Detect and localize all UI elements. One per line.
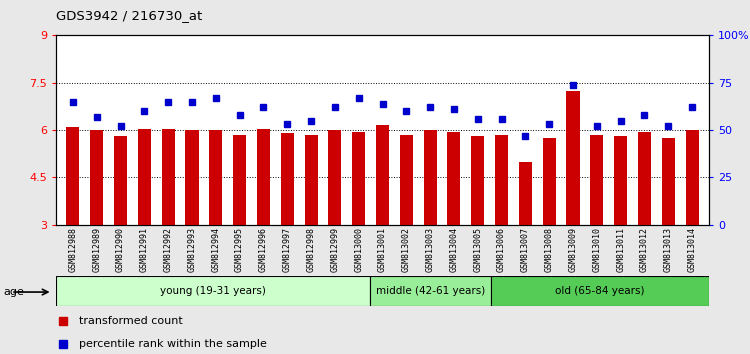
- Bar: [376, 125, 389, 225]
- Bar: [686, 130, 699, 225]
- Text: GSM813006: GSM813006: [497, 227, 506, 272]
- Bar: [304, 135, 317, 225]
- Bar: [257, 129, 270, 225]
- Text: middle (42-61 years): middle (42-61 years): [376, 286, 485, 296]
- Text: age: age: [4, 287, 25, 297]
- Text: GSM812999: GSM812999: [330, 227, 339, 272]
- Text: young (19-31 years): young (19-31 years): [160, 286, 266, 296]
- Bar: [138, 129, 151, 225]
- Text: old (65-84 years): old (65-84 years): [555, 286, 645, 296]
- Text: GSM813007: GSM813007: [521, 227, 530, 272]
- Text: percentile rank within the sample: percentile rank within the sample: [79, 339, 267, 349]
- Text: GSM813012: GSM813012: [640, 227, 649, 272]
- Text: GSM813004: GSM813004: [449, 227, 458, 272]
- Bar: [543, 138, 556, 225]
- Bar: [162, 129, 175, 225]
- Bar: [662, 138, 675, 225]
- Bar: [185, 130, 199, 225]
- Bar: [614, 136, 627, 225]
- Text: GSM813000: GSM813000: [354, 227, 363, 272]
- Text: GSM813002: GSM813002: [402, 227, 411, 272]
- Bar: [66, 127, 80, 225]
- Text: GSM813005: GSM813005: [473, 227, 482, 272]
- Text: GSM812993: GSM812993: [188, 227, 196, 272]
- Bar: [448, 132, 460, 225]
- Bar: [638, 132, 651, 225]
- Bar: [370, 276, 491, 306]
- Text: GSM813010: GSM813010: [592, 227, 602, 272]
- Bar: [56, 276, 370, 306]
- Bar: [90, 130, 104, 225]
- Text: GSM813011: GSM813011: [616, 227, 626, 272]
- Text: GSM812995: GSM812995: [235, 227, 244, 272]
- Text: GSM812989: GSM812989: [92, 227, 101, 272]
- Bar: [280, 133, 294, 225]
- Bar: [566, 91, 580, 225]
- Bar: [233, 135, 246, 225]
- Text: GSM812998: GSM812998: [307, 227, 316, 272]
- Text: GSM813013: GSM813013: [664, 227, 673, 272]
- Text: GSM812988: GSM812988: [68, 227, 77, 272]
- Bar: [328, 130, 341, 225]
- Bar: [209, 130, 222, 225]
- Text: GSM812992: GSM812992: [164, 227, 172, 272]
- Bar: [424, 130, 436, 225]
- Bar: [114, 136, 127, 225]
- Bar: [400, 135, 412, 225]
- Text: GDS3942 / 216730_at: GDS3942 / 216730_at: [56, 9, 202, 22]
- Bar: [519, 162, 532, 225]
- Text: transformed count: transformed count: [79, 316, 183, 326]
- Bar: [495, 135, 508, 225]
- Text: GSM812994: GSM812994: [211, 227, 220, 272]
- Text: GSM813001: GSM813001: [378, 227, 387, 272]
- Bar: [352, 132, 365, 225]
- Text: GSM813009: GSM813009: [568, 227, 578, 272]
- Text: GSM813008: GSM813008: [544, 227, 554, 272]
- Text: GSM813003: GSM813003: [426, 227, 435, 272]
- Text: GSM812996: GSM812996: [259, 227, 268, 272]
- Text: GSM812991: GSM812991: [140, 227, 148, 272]
- Bar: [471, 136, 484, 225]
- Text: GSM812990: GSM812990: [116, 227, 125, 272]
- Bar: [590, 135, 603, 225]
- Bar: [491, 276, 709, 306]
- Text: GSM813014: GSM813014: [688, 227, 697, 272]
- Text: GSM812997: GSM812997: [283, 227, 292, 272]
